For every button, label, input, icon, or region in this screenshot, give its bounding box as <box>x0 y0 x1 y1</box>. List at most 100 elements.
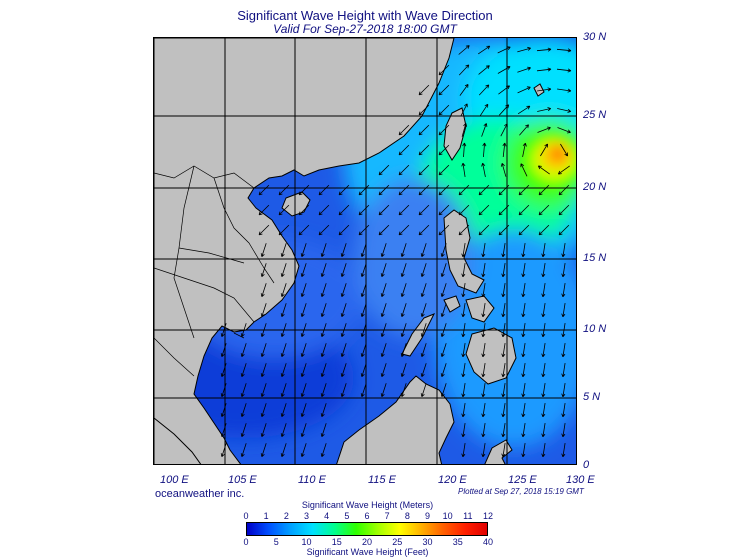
wave-arrow <box>300 303 307 317</box>
wave-arrow <box>400 283 407 297</box>
wave-arrow <box>481 443 486 458</box>
wave-arrow <box>358 184 370 196</box>
wave-arrow <box>522 142 527 157</box>
wave-arrow <box>538 204 550 216</box>
wave-arrow <box>502 142 507 158</box>
wave-arrow <box>501 243 506 258</box>
wave-arrow <box>458 224 470 236</box>
colorbar-tick: 0 <box>243 537 249 547</box>
wave-arrow <box>481 403 486 418</box>
wave-arrow <box>537 107 552 112</box>
wave-arrow <box>461 303 466 318</box>
wave-arrow <box>537 165 550 175</box>
wave-arrow <box>380 363 387 377</box>
wave-arrow <box>280 383 287 397</box>
colorbar-tick: 10 <box>442 511 453 521</box>
wave-arrow <box>438 84 450 96</box>
wave-arrow <box>481 323 486 338</box>
wave-arrow <box>280 363 287 377</box>
wave-arrow <box>459 84 469 96</box>
wave-arrow <box>499 104 510 116</box>
wave-arrow <box>479 103 489 117</box>
wave-arrow <box>521 343 526 358</box>
wave-arrow <box>438 124 450 136</box>
wave-arrow <box>360 263 367 277</box>
wave-arrow <box>400 263 407 277</box>
wave-arrow <box>517 105 531 115</box>
wave-arrow <box>478 184 490 196</box>
wave-arrow <box>220 403 227 417</box>
wave-arrow <box>520 163 528 177</box>
wave-arrow <box>521 423 526 438</box>
wave-arrow <box>561 343 566 358</box>
wave-arrow <box>521 263 526 278</box>
wave-arrow <box>260 343 267 357</box>
wave-arrow <box>378 224 390 236</box>
colorbar-tick: 35 <box>452 537 463 547</box>
wave-arrow <box>498 184 510 196</box>
map-svg <box>154 38 576 464</box>
colorbar-tick: 6 <box>364 511 370 521</box>
wave-arrow <box>240 403 247 417</box>
wave-arrow <box>378 184 390 196</box>
lat-label: 25 N <box>583 109 607 121</box>
wave-arrow <box>320 383 327 397</box>
wave-arrow <box>521 243 526 258</box>
wave-arrow <box>398 124 410 136</box>
wave-arrow <box>561 283 566 298</box>
wave-arrow <box>340 303 347 317</box>
wave-arrow <box>280 263 287 277</box>
wave-arrow <box>518 204 530 216</box>
wave-arrow <box>398 184 410 196</box>
wave-arrow <box>461 323 466 338</box>
wave-arrow <box>280 303 287 317</box>
wave-arrow <box>460 103 468 117</box>
wave-arrow <box>518 224 530 236</box>
wave-arrow <box>360 243 367 257</box>
wave-arrow <box>541 343 546 358</box>
wave-arrow <box>501 343 506 358</box>
wave-arrow <box>501 403 506 418</box>
wave-arrow <box>340 323 347 337</box>
wave-arrow <box>398 164 410 176</box>
wave-arrow <box>461 263 466 278</box>
wave-arrow <box>260 443 267 457</box>
lon-label: 115 E <box>368 474 396 486</box>
wave-arrow <box>320 283 327 297</box>
wave-arrow <box>556 68 572 73</box>
wave-arrow <box>280 243 287 257</box>
wave-arrow <box>360 323 367 337</box>
wave-arrow <box>420 283 427 297</box>
wave-arrow <box>521 323 526 338</box>
wave-arrow <box>536 67 552 72</box>
colorbar-tick: 30 <box>422 537 433 547</box>
lon-label: 100 E <box>160 474 189 486</box>
wave-arrow <box>400 243 407 257</box>
wave-arrow <box>557 108 572 113</box>
wave-arrow <box>481 343 486 358</box>
wave-arrow <box>298 224 310 236</box>
wave-arrow <box>558 204 570 216</box>
wave-arrow <box>561 383 566 398</box>
colorbar-tick: 5 <box>273 537 279 547</box>
wave-arrow <box>461 243 466 258</box>
wave-arrow <box>560 143 568 157</box>
wave-arrow <box>420 323 427 337</box>
wave-arrow <box>400 383 407 397</box>
wave-arrow <box>481 243 486 258</box>
chart-title: Significant Wave Height with Wave Direct… <box>237 8 493 23</box>
colorbar-tick: 1 <box>263 511 269 521</box>
wave-arrow <box>398 224 410 236</box>
wave-arrow <box>398 144 410 156</box>
wave-arrow <box>280 443 287 457</box>
wave-arrow <box>358 204 370 216</box>
wave-arrow <box>300 283 307 297</box>
wave-arrow <box>458 45 470 55</box>
wave-arrow <box>481 363 486 378</box>
wave-arrow <box>300 343 307 357</box>
wave-arrow <box>541 423 546 438</box>
colorbar-tick: 5 <box>344 511 350 521</box>
wave-arrow <box>517 46 531 53</box>
wave-arrow <box>240 363 247 377</box>
wave-arrow <box>320 403 327 417</box>
